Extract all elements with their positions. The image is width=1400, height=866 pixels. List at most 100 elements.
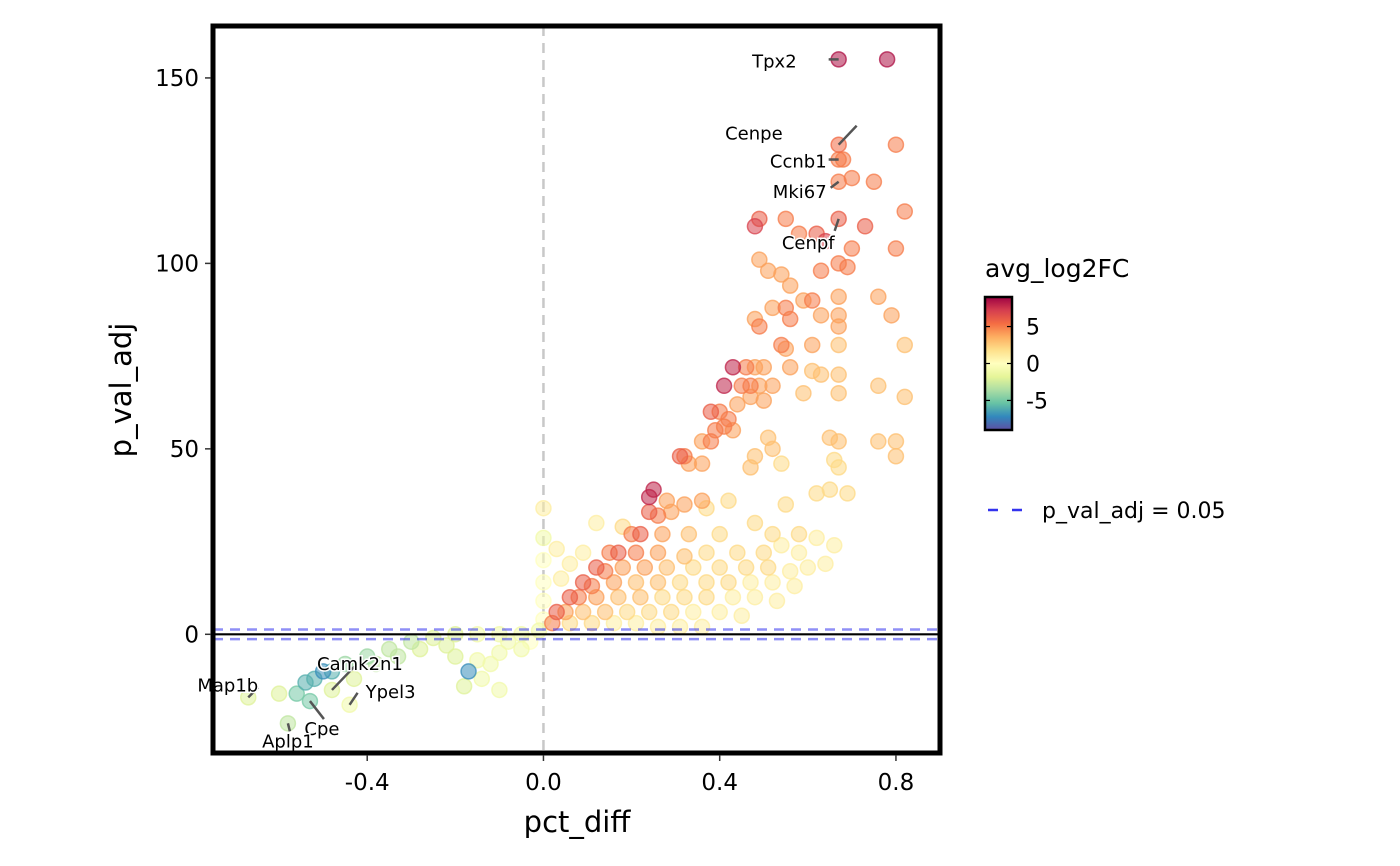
data-point bbox=[870, 377, 887, 395]
gene-label: Aplp1 bbox=[262, 731, 314, 752]
data-point bbox=[561, 555, 579, 573]
data-point bbox=[702, 403, 720, 421]
data-point bbox=[786, 577, 803, 595]
data-point bbox=[777, 496, 795, 513]
data-point bbox=[817, 232, 834, 250]
data-point bbox=[491, 681, 508, 699]
data-point bbox=[658, 559, 676, 576]
data-point bbox=[640, 503, 658, 521]
data-point bbox=[812, 366, 830, 383]
data-point bbox=[790, 225, 808, 242]
data-point bbox=[614, 559, 632, 576]
data-point bbox=[830, 384, 847, 402]
x-axis: -0.4 0.0 0.4 0.8 bbox=[345, 755, 914, 796]
data-point bbox=[711, 603, 728, 621]
data-point bbox=[839, 258, 856, 276]
data-point bbox=[830, 366, 847, 383]
data-point bbox=[764, 574, 781, 591]
data-point bbox=[627, 574, 645, 591]
data-point bbox=[724, 358, 742, 376]
data-point bbox=[759, 559, 777, 576]
data-point bbox=[870, 288, 887, 306]
data-point bbox=[896, 388, 914, 406]
data-point bbox=[698, 588, 715, 606]
data-point bbox=[680, 525, 698, 543]
data-point bbox=[715, 377, 733, 395]
gene-label: Mki67 bbox=[773, 182, 827, 203]
data-point bbox=[447, 648, 464, 665]
data-point bbox=[887, 433, 905, 450]
data-point bbox=[751, 318, 768, 335]
data-point bbox=[790, 544, 808, 561]
data-point bbox=[830, 459, 847, 476]
data-point bbox=[821, 481, 839, 498]
data-point bbox=[773, 266, 790, 283]
data-point bbox=[605, 574, 623, 591]
data-point bbox=[640, 488, 658, 506]
data-point bbox=[535, 592, 552, 610]
data-point bbox=[799, 559, 817, 576]
label-leader-line bbox=[833, 218, 840, 232]
data-point bbox=[671, 618, 689, 636]
data-point bbox=[746, 448, 764, 465]
data-point bbox=[746, 588, 764, 606]
data-point bbox=[764, 525, 781, 543]
data-point bbox=[781, 563, 799, 580]
data-point bbox=[358, 648, 376, 665]
data-point bbox=[632, 588, 649, 606]
y-axis-title: p_val_adj bbox=[104, 323, 138, 458]
data-point bbox=[781, 358, 799, 376]
data-point bbox=[830, 433, 847, 450]
data-point bbox=[336, 655, 354, 673]
data-point bbox=[843, 240, 861, 257]
data-point bbox=[781, 310, 799, 328]
data-point bbox=[535, 551, 552, 569]
x-axis-title: pct_diff bbox=[524, 805, 632, 839]
data-point bbox=[676, 496, 693, 513]
data-point bbox=[671, 448, 689, 465]
data-point bbox=[438, 637, 455, 654]
data-point bbox=[724, 588, 742, 606]
label-leader-line bbox=[829, 180, 840, 189]
gene-label: Cenpf bbox=[782, 233, 835, 254]
data-point bbox=[491, 644, 508, 662]
data-point bbox=[839, 485, 856, 502]
data-point bbox=[768, 592, 786, 610]
data-point bbox=[812, 262, 830, 280]
data-point bbox=[755, 392, 773, 409]
data-point bbox=[737, 559, 755, 576]
data-point bbox=[640, 603, 658, 621]
data-point bbox=[711, 559, 728, 576]
y-tick-label: 100 bbox=[155, 251, 199, 277]
data-point bbox=[795, 384, 812, 402]
plot-panel bbox=[213, 26, 940, 753]
colorbar-tick-label: -5 bbox=[1026, 389, 1048, 414]
data-point bbox=[535, 574, 552, 591]
data-point bbox=[812, 307, 830, 324]
data-point bbox=[685, 559, 702, 576]
data-point bbox=[803, 292, 821, 309]
data-point bbox=[618, 603, 636, 621]
label-leader-line bbox=[331, 664, 357, 691]
gene-label: Map1b bbox=[197, 675, 258, 696]
data-point bbox=[314, 663, 332, 680]
data-point bbox=[345, 670, 363, 688]
data-point bbox=[627, 544, 645, 561]
data-point bbox=[883, 307, 900, 324]
label-leader-line bbox=[286, 723, 292, 732]
data-point bbox=[676, 548, 693, 565]
data-point bbox=[654, 588, 671, 606]
data-point bbox=[685, 603, 702, 621]
data-point bbox=[773, 455, 790, 472]
label-leader-line bbox=[837, 124, 858, 146]
data-point bbox=[513, 640, 530, 658]
data-point bbox=[746, 514, 764, 532]
data-point bbox=[896, 203, 914, 220]
colorbar-tick-label: 0 bbox=[1026, 353, 1040, 378]
data-point bbox=[773, 336, 790, 354]
data-point bbox=[764, 440, 781, 458]
data-point bbox=[649, 544, 667, 561]
data-point bbox=[288, 685, 305, 702]
data-point bbox=[389, 648, 407, 665]
